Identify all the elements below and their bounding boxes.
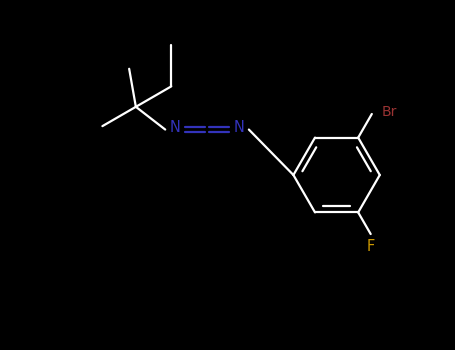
Text: Br: Br <box>381 105 397 119</box>
Text: F: F <box>367 239 375 254</box>
Text: N: N <box>170 120 181 135</box>
Text: N: N <box>233 120 244 135</box>
